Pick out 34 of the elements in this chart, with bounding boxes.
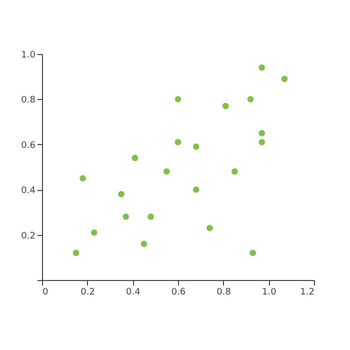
point <box>164 168 170 175</box>
point <box>206 224 213 232</box>
point <box>132 154 138 162</box>
point <box>80 175 86 182</box>
point <box>192 186 200 193</box>
x-tick-label: 0.8 <box>216 288 232 298</box>
y-tick-label: 1.0 <box>21 50 36 60</box>
x-tick-label: 0.6 <box>171 288 186 298</box>
point <box>250 250 256 256</box>
point <box>90 229 98 236</box>
y-tick-label: 0.8 <box>21 96 36 106</box>
point <box>72 250 80 256</box>
x-tick-label: 1.2 <box>300 288 314 298</box>
point <box>118 190 124 198</box>
point <box>281 76 288 82</box>
x-tick-label: 0.4 <box>126 288 141 298</box>
y-tick-label: 0.6 <box>21 140 36 151</box>
x-tick-label: 1.0 <box>262 288 277 298</box>
point <box>174 138 182 146</box>
point <box>222 102 229 110</box>
point <box>258 130 266 136</box>
point <box>174 96 182 102</box>
point <box>258 138 266 146</box>
point <box>192 144 200 150</box>
point <box>232 168 238 175</box>
y-tick-label: 0.4 <box>21 186 36 196</box>
point <box>258 64 266 71</box>
x-tick-label: 0 <box>42 288 48 298</box>
point <box>122 214 130 220</box>
point <box>247 96 254 102</box>
y-tick-label: 0.2 <box>21 231 36 242</box>
point <box>140 240 148 247</box>
x-tick-label: 0.2 <box>80 288 95 298</box>
point <box>148 214 154 220</box>
